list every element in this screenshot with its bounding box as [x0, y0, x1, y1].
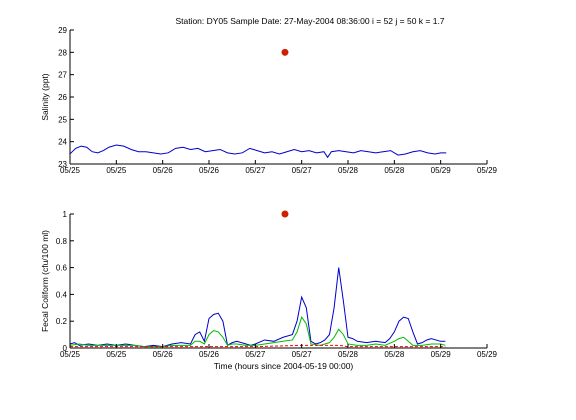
series-line-1	[69, 316, 446, 348]
y-tick-label: 0.2	[56, 317, 68, 326]
series-line-0	[69, 267, 446, 348]
x-tick-label: 05/29	[477, 350, 498, 359]
x-tick-label: 05/26	[153, 166, 174, 175]
fecal-coliform-panel: 05/25 05/25 05/26 05/26 05/27 05/27 05/28 05/28…	[40, 210, 498, 371]
x-tick-label: 05/25	[106, 166, 127, 175]
sample-point-marker	[281, 48, 289, 56]
sample-point-marker	[281, 210, 289, 218]
y-tick-label: 23	[58, 160, 67, 169]
x-tick-label: 05/29	[431, 166, 452, 175]
x-tick-label: 05/26	[199, 166, 220, 175]
x-tick-label: 05/27	[292, 350, 313, 359]
x-tick-label: 05/28	[384, 166, 405, 175]
x-axis-title: Time (hours since 2004-05-19 00:00)	[214, 361, 354, 371]
x-tick-label: 05/26	[153, 350, 174, 359]
x-tick-label: 05/28	[338, 166, 359, 175]
x-tick-label: 05/25	[106, 350, 127, 359]
series-line-0	[69, 144, 447, 159]
y-tick-label: 0.8	[56, 237, 68, 246]
x-tick-label: 05/29	[431, 350, 452, 359]
y-axis-title: Fecal Coliform (cfu/100 ml)	[40, 230, 50, 332]
y-tick-label: 28	[58, 48, 67, 57]
x-tick-label: 05/28	[338, 350, 359, 359]
y-tick-label: 29	[58, 26, 67, 35]
y-tick-label: 27	[58, 71, 67, 80]
x-tick-label: 05/27	[245, 166, 266, 175]
y-tick-label: 26	[58, 93, 67, 102]
x-tick-label: 05/25	[60, 166, 81, 175]
y-tick-label: 25	[58, 115, 67, 124]
y-tick-label: 0.4	[56, 290, 68, 299]
x-tick-label: 05/29	[477, 166, 498, 175]
figure-title: Station: DY05 Sample Date: 27-May-2004 0…	[175, 16, 444, 26]
y-tick-label: 24	[58, 138, 67, 147]
x-tick-label: 05/25	[60, 350, 81, 359]
x-tick-label: 05/27	[245, 350, 266, 359]
y-tick-label: 0	[63, 344, 68, 353]
salinity-panel: 05/25 05/25 05/26 05/26 05/27 05/27 05/28 05/28…	[40, 26, 498, 175]
x-tick-label: 05/27	[292, 166, 313, 175]
y-tick-label: 1	[63, 210, 68, 219]
y-axis-title: Salinity (ppt)	[40, 73, 50, 120]
x-tick-label: 05/28	[384, 350, 405, 359]
series-line-2	[70, 344, 446, 348]
y-tick-label: 0.6	[56, 264, 68, 273]
x-tick-label: 05/26	[199, 350, 220, 359]
